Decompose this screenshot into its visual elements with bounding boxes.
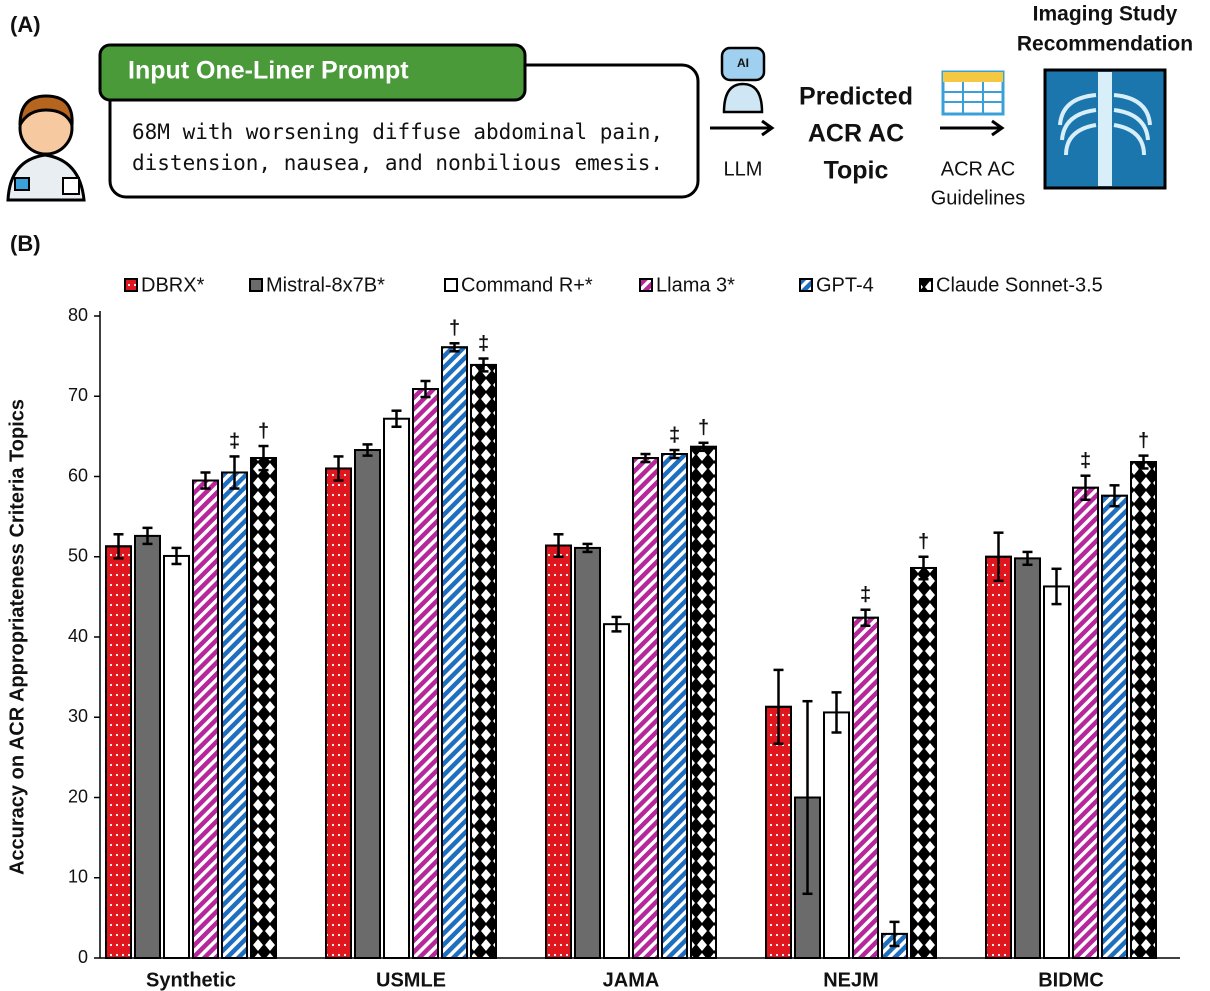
bar-hatch [852, 616, 879, 959]
legend-swatch [249, 278, 263, 292]
y-axis-title: Accuracy on ACR Appropriateness Criteria… [6, 399, 28, 875]
output-line: Imaging Study [1033, 3, 1178, 26]
prompt-header: Input One-Liner Prompt [128, 57, 409, 85]
significance-marker: † [258, 420, 269, 442]
xray-icon [1043, 68, 1167, 190]
significance-marker: † [449, 318, 460, 340]
bar-hatch [221, 471, 248, 959]
x-tick-label: JAMA [603, 969, 660, 991]
bar [163, 554, 190, 959]
bar-hatch [632, 457, 659, 959]
panel-label: (B) [10, 231, 41, 256]
bar [1043, 585, 1070, 959]
significance-marker: ‡ [669, 424, 680, 446]
output-line: Recommendation [1017, 33, 1193, 56]
bar-hatch [545, 544, 572, 959]
significance-marker: † [1138, 430, 1149, 452]
bar-hatch [765, 705, 792, 959]
y-tick-label: 60 [68, 465, 88, 485]
bar [383, 417, 410, 960]
bar-hatch [470, 363, 497, 959]
significance-marker: † [918, 531, 929, 553]
bar-hatch [1101, 494, 1128, 959]
bar-hatch [661, 453, 688, 959]
legend-label: Claude Sonnet-3.5 [936, 274, 1103, 296]
bar-hatch [441, 346, 468, 959]
bar [574, 546, 601, 959]
bar [134, 534, 161, 959]
robot-label: AI [737, 56, 749, 70]
y-tick-label: 70 [68, 385, 88, 405]
topic-line: Topic [824, 157, 889, 185]
bar-hatch [325, 467, 352, 959]
legend-swatch-hatch [799, 278, 813, 292]
y-tick-label: 10 [68, 867, 88, 887]
bar-hatch [412, 388, 439, 959]
y-tick-label: 40 [68, 626, 88, 646]
prompt-line: 68M with worsening diffuse abdominal pai… [132, 120, 663, 144]
arrow [710, 119, 775, 137]
bar-hatch [192, 479, 219, 959]
significance-marker: ‡ [860, 584, 871, 606]
y-tick-label: 80 [68, 305, 88, 325]
y-tick-label: 0 [78, 947, 88, 967]
bar-hatch [985, 555, 1012, 959]
robot-icon [720, 46, 766, 114]
arrow-label: ACR AC [941, 158, 1015, 180]
x-tick-label: USMLE [376, 969, 446, 991]
bar-hatch [910, 566, 937, 959]
legend-swatch [444, 278, 458, 292]
legend-label: Mistral-8x7B* [266, 274, 385, 296]
prompt-header-box [98, 43, 527, 102]
x-tick-label: Synthetic [146, 969, 236, 991]
y-tick-label: 50 [68, 546, 88, 566]
bar [354, 449, 381, 959]
bar-hatch [250, 457, 277, 959]
legend-swatch-hatch [919, 278, 933, 292]
legend-label: Llama 3* [656, 274, 735, 296]
significance-marker: ‡ [1080, 450, 1091, 472]
bar [1014, 557, 1041, 959]
bar-hatch [1072, 486, 1099, 959]
legend-label: GPT-4 [816, 274, 874, 296]
x-tick-label: BIDMC [1038, 969, 1104, 991]
legend-swatch-hatch [124, 278, 138, 292]
bar-hatch [1130, 461, 1157, 959]
topic-line: ACR AC [808, 120, 904, 148]
table-icon [941, 70, 1005, 116]
arrow-label: LLM [724, 158, 763, 180]
prompt-line: distension, nausea, and nonbilious emesi… [132, 151, 663, 175]
legend-swatch-hatch [639, 278, 653, 292]
significance-marker: ‡ [478, 333, 489, 355]
x-tick-label: NEJM [823, 969, 879, 991]
legend-label: Command R+* [461, 274, 593, 296]
arrow [940, 119, 1005, 137]
panel-label: (A) [10, 12, 41, 37]
y-tick-label: 30 [68, 706, 88, 726]
y-tick-label: 20 [68, 786, 88, 806]
legend-label: DBRX* [141, 274, 205, 296]
bar [823, 711, 850, 959]
bar-hatch [690, 445, 717, 959]
doctor-icon [6, 94, 86, 202]
topic-line: Predicted [799, 83, 913, 111]
arrow-label: Guidelines [931, 187, 1026, 209]
bar-hatch [105, 545, 132, 959]
significance-marker: † [698, 417, 709, 439]
bar [603, 623, 630, 959]
significance-marker: ‡ [229, 431, 240, 453]
